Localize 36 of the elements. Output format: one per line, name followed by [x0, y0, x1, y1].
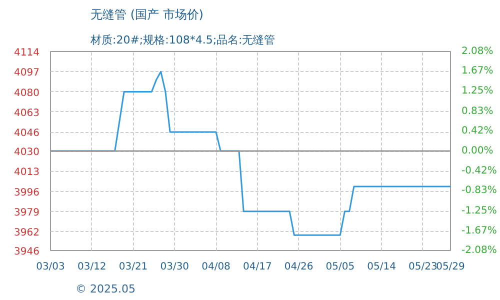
y2-tick-label: -2.08% [462, 245, 497, 256]
chart-subtitle: 材质:20#;规格:108*4.5;品名:无缝管 [90, 34, 276, 46]
x-tick-label: 05/14 [367, 262, 396, 272]
x-tick-label: 04/08 [202, 262, 230, 272]
y-tick-label: 3946 [14, 246, 40, 258]
y2-tick-label: -1.25% [462, 205, 497, 216]
x-tick-label: 03/30 [160, 262, 190, 272]
y-tick-label: 4013 [14, 167, 40, 178]
x-tick-label: 04/17 [242, 262, 272, 272]
x-tick-label: 05/23 [408, 262, 438, 272]
y-tick-label: 4030 [14, 147, 40, 158]
y-tick-label: 4114 [14, 48, 40, 58]
y2-tick-label: -0.83% [462, 185, 497, 196]
x-tick-label: 03/21 [118, 262, 148, 272]
y2-tick-label: 1.67% [462, 66, 494, 77]
y-tick-label: 3962 [14, 228, 40, 239]
y-tick-label: 4063 [14, 108, 40, 119]
y2-tick-label: 0.42% [462, 125, 494, 136]
y-tick-label: 4046 [14, 128, 40, 140]
y2-tick-label: 1.25% [462, 86, 494, 97]
text: © 2025.05 [76, 282, 136, 296]
x-tick-label: 04/26 [284, 262, 314, 272]
y-tick-label: 4097 [14, 68, 40, 79]
y-tick-label: 3996 [14, 187, 40, 198]
y2-tick-label: -0.42% [462, 166, 497, 177]
x-tick-label: 03/12 [77, 262, 106, 272]
y2-tick-label: 2.08% [462, 46, 494, 57]
x-tick-label: 05/29 [436, 262, 465, 272]
x-tick-label: 05/05 [326, 262, 355, 272]
y2-tick-label: -1.67% [462, 225, 497, 236]
chart-title: 无缝管 (国产 市场价) [90, 8, 204, 22]
y-tick-label: 4080 [14, 88, 40, 99]
y2-tick-label: 0.83% [462, 106, 494, 117]
x-tick-label: 03/03 [36, 262, 65, 272]
y-tick-label: 3979 [14, 207, 40, 218]
y2-tick-label: 0.00% [462, 146, 494, 156]
